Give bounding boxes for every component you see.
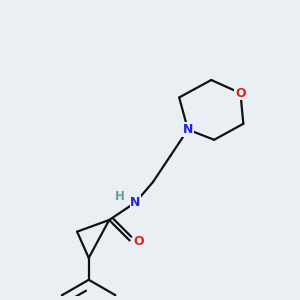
- Text: O: O: [235, 87, 246, 100]
- Text: O: O: [133, 236, 144, 248]
- Text: N: N: [183, 123, 193, 136]
- Text: N: N: [130, 196, 141, 209]
- Text: H: H: [114, 190, 124, 203]
